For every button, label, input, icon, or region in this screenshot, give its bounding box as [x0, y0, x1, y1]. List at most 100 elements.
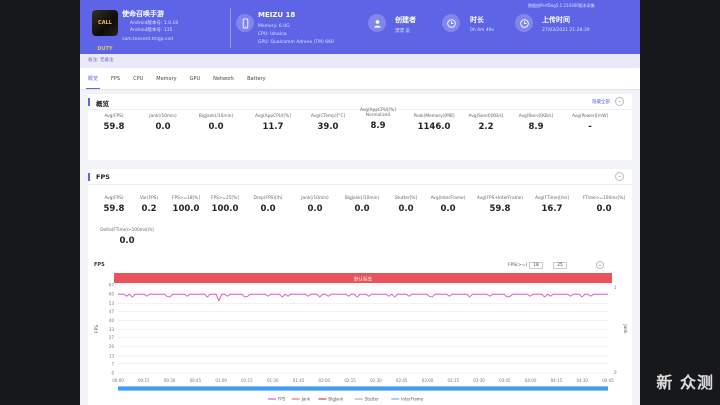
tab-fps[interactable]: FPS [111, 75, 121, 82]
y-axis-title: FPS [94, 325, 100, 333]
fps-metric: Var(FPS) 0.2 [139, 196, 159, 214]
y-tick-label: 33 [109, 327, 115, 332]
android-code: Android版本号: 135 [130, 28, 173, 33]
legend-label: FPS [278, 397, 286, 402]
x-tick-label: 01:30 [267, 378, 279, 383]
overview-metric: BigJank(/10min) 0.0 [198, 114, 234, 132]
device-memory: Memory: 6.0G [258, 24, 290, 29]
time-scrollbar-thumb [118, 386, 608, 391]
collapse-overview-button[interactable]: ⌄ [615, 97, 624, 106]
y-tick-label: 60 [109, 292, 115, 297]
overview-metric: Avg(CTemp)[°C] 39.0 [310, 114, 346, 132]
fps-series-line [118, 293, 608, 302]
x-tick-label: 03:00 [422, 378, 434, 383]
y-tick-label: 27 [109, 335, 115, 340]
legend-label: BigJank [328, 397, 344, 402]
tab-battery[interactable]: Battery [247, 75, 266, 82]
watermark-logo: 新 众测 [656, 373, 714, 392]
collapse-fps-button[interactable]: ⌄ [615, 172, 624, 181]
fps-threshold-input-2[interactable]: 25 [553, 262, 567, 269]
fps-card: FPS ⌄ Avg(FPS) 59.8 Var(FPS) 0.2 FPS>=18[%… [88, 169, 632, 255]
fps-threshold-input-1[interactable]: 18 [529, 262, 543, 269]
creator-label: 创建者 [395, 16, 416, 24]
y-tick-label: 40 [109, 318, 115, 323]
y-right-tick-label: 1 [614, 285, 617, 290]
y-right-tick-label: 0 [614, 370, 617, 375]
fps-metric: FTime>=100ms[%] 0.0 [582, 196, 626, 214]
x-tick-label: 01:00 [215, 378, 227, 383]
user-icon [368, 14, 386, 32]
game-title: 使命召唤手游 [122, 10, 164, 18]
x-tick-label: 03:30 [473, 378, 485, 383]
overview-metric: Avg(FPS) 59.8 [103, 114, 125, 132]
fps-metric: Delta(FTime)>100ms[/h] 0.0 [100, 228, 154, 246]
x-tick-label: 03:45 [499, 378, 511, 383]
fps-metric: FPS>=18[%] 100.0 [172, 196, 200, 214]
fps-metric: Avg(FPS) 59.8 [103, 196, 125, 214]
x-tick-label: 03:15 [447, 378, 459, 383]
overview-card: 概览 隐藏全部 ⌄ Avg(FPS) 59.8 Jank(/10min) 0.0 B… [88, 94, 632, 160]
x-tick-label: 00:15 [138, 378, 150, 383]
fps-metric: FPS>=25[%] 100.0 [211, 196, 239, 214]
fps-metric: Avg(InterFrame) 0.0 [430, 196, 466, 214]
upload-value: 27/03/2021 21:28:39 [542, 28, 590, 33]
section-tabs: 概览 FPS CPU Memory GPU Network Battery [80, 68, 640, 90]
tab-overview[interactable]: 概览 [85, 76, 101, 89]
x-tick-label: 04:45 [602, 378, 614, 383]
overview-metric: Avg(AppCPU)[%] Normalized 8.9 [360, 108, 396, 131]
upload-clock-icon [515, 14, 533, 32]
overview-metric: Peak(Memory)[MB] 1146.0 [413, 114, 455, 132]
fps-metric: Avg(FPS+InterFrame) 59.8 [476, 196, 524, 214]
fps-metric: Jank(/10min) 0.0 [301, 196, 329, 214]
x-tick-label: 00:45 [190, 378, 202, 383]
fps-card-header: FPS ⌄ [88, 169, 632, 185]
label-band [114, 273, 612, 283]
x-tick-label: 04:15 [551, 378, 563, 383]
fps-line-chart: 默认标签 67 60 53 47 40 33 27 20 13 7 0 1 0 FPS Jank 00:00 00… [94, 273, 628, 402]
fps-filter-label: FPS(>=) [508, 263, 528, 268]
tab-gpu[interactable]: GPU [189, 75, 201, 82]
legend-label: Stutter [365, 397, 379, 402]
tab-cpu[interactable]: CPU [133, 75, 144, 82]
chart-title: FPS [94, 262, 105, 268]
x-tick-label: 02:45 [396, 378, 408, 383]
upload-label: 上传时间 [542, 16, 570, 24]
overview-metric: Avg(Recv)[KB/s] 8.9 [518, 114, 554, 132]
band-label: 默认标签 [354, 276, 372, 283]
y-tick-label: 67 [109, 283, 115, 288]
y-tick-label: 13 [109, 353, 115, 358]
x-tick-label: 01:15 [241, 378, 253, 383]
chart-options-button[interactable]: ⌄ [596, 261, 604, 269]
y-axis-right-title: Jank [622, 323, 628, 334]
header-divider [230, 8, 231, 48]
phone-icon [236, 14, 254, 32]
hide-all-link[interactable]: 隐藏全部 [592, 100, 610, 105]
y-tick-label: 47 [109, 309, 115, 314]
section-accent-bar [88, 173, 90, 181]
x-tick-label: 02:30 [370, 378, 382, 383]
y-tick-label: 7 [111, 361, 114, 366]
y-tick-label: 0 [111, 371, 114, 376]
device-gpu: GPU: Qualcomm Adreno (TM) 660 [258, 40, 334, 45]
section-accent-bar [88, 98, 90, 106]
device-cpu: CPU: lahaina [258, 32, 287, 37]
duration-value: 0h 4m 49s [470, 28, 494, 33]
x-tick-label: 04:00 [525, 378, 537, 383]
perfdog-version-note: 数据由PerfDog5.1.210300版本采集 [528, 3, 595, 8]
game-icon: CALL DUTY [92, 10, 118, 52]
fps-chart-panel: FPS FPS(>=) 18 25 ⌄ 默认标签 67 60 53 47 40 33 27 20… [88, 255, 632, 405]
overview-metric: Avg(AppCPU)[%] 11.7 [255, 114, 291, 132]
overview-metric: Avg(Power)[mW] - [571, 114, 609, 132]
tab-network[interactable]: Network [213, 75, 235, 82]
x-tick-label: 02:15 [344, 378, 356, 383]
device-name: MEIZU 18 [258, 11, 296, 19]
legend-label: InterFrame [401, 397, 423, 402]
x-tick-label: 01:45 [293, 378, 305, 383]
y-tick-label: 53 [109, 301, 115, 306]
overview-title: 概览 [96, 100, 109, 108]
x-tick-label: 00:30 [164, 378, 176, 383]
tab-memory[interactable]: Memory [156, 75, 177, 82]
remark-bar: 备注: 无备注 [80, 54, 640, 68]
perfdog-report-page: CALL DUTY 使命召唤手游 Android版本号: 1.0.18 Andr… [80, 0, 640, 405]
duration-label: 时长 [470, 16, 484, 24]
